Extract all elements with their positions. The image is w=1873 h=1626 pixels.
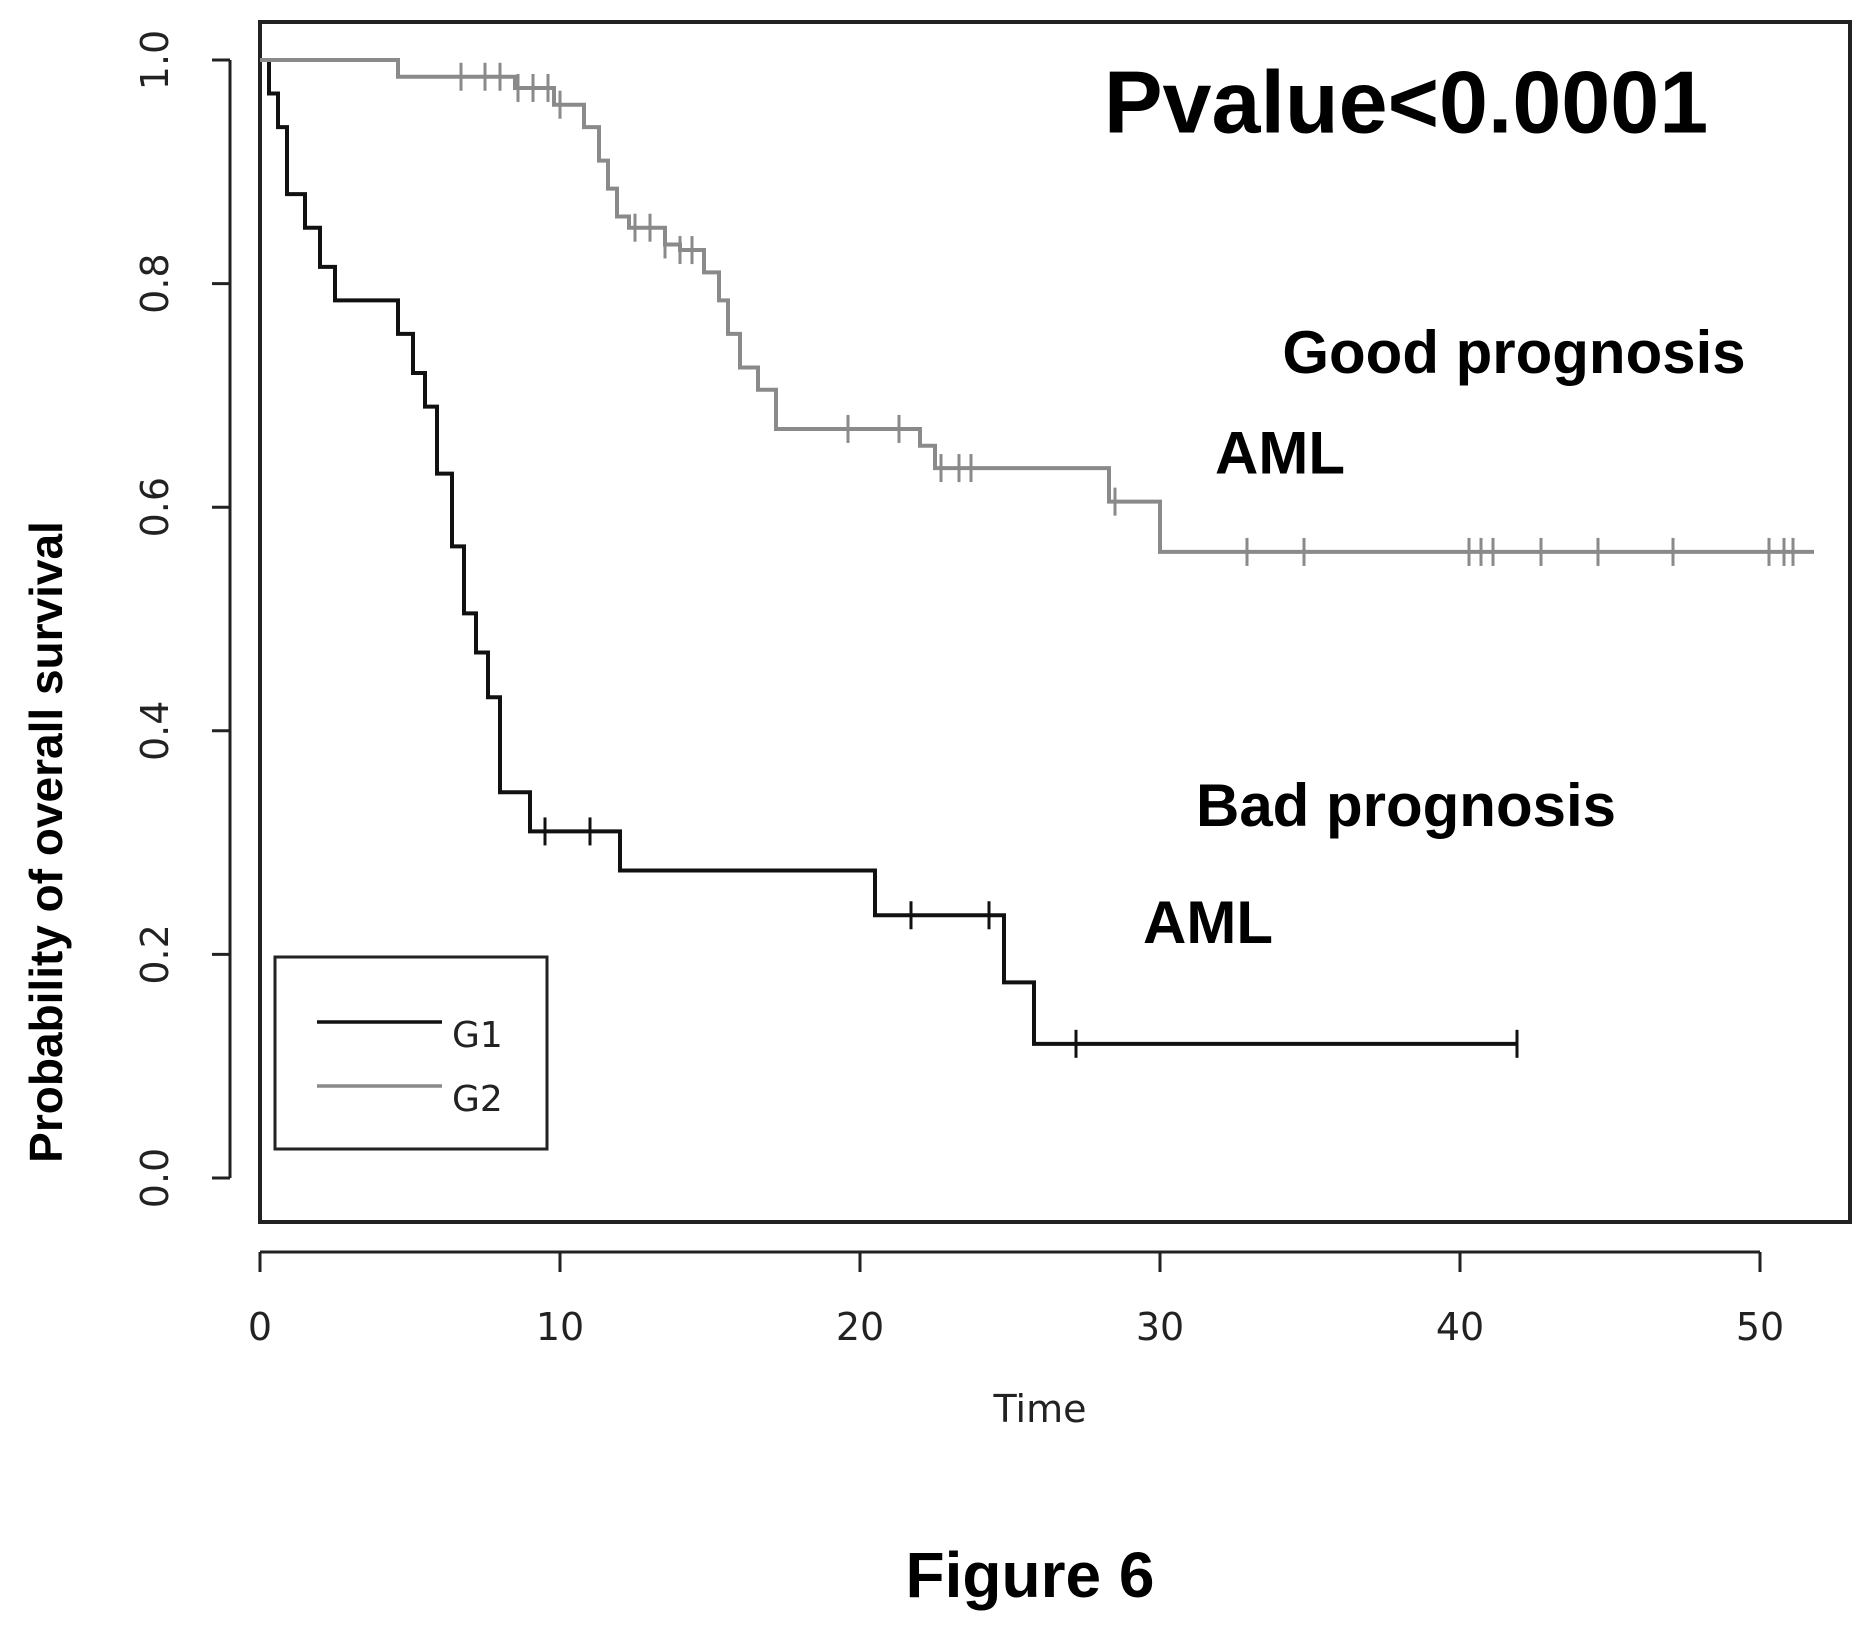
y-tick-label: 0.6 — [133, 477, 177, 537]
y-axis-title: Probability of overall survival — [20, 521, 72, 1163]
legend: G1 G2 — [273, 955, 549, 1151]
legend-label-g2: G2 — [452, 1079, 503, 1120]
annotation-text: Good prognosis — [1282, 319, 1745, 386]
annotation-text: AML — [1143, 889, 1273, 956]
x-tick-label: 20 — [836, 1305, 884, 1349]
legend-box — [273, 955, 549, 1151]
figure-caption: Figure 6 — [906, 1539, 1155, 1611]
annotation-text: Pvalue<0.0001 — [1104, 53, 1708, 152]
y-tick-label: 0.4 — [133, 701, 177, 761]
y-axis: 0.0 0.2 0.4 0.6 0.8 1.0 — [133, 30, 232, 1208]
annotation-layer: Pvalue<0.0001 Good prognosis AML Bad progno… — [1104, 53, 1746, 957]
annotation-text: AML — [1215, 420, 1345, 487]
x-tick-label: 0 — [248, 1305, 272, 1349]
x-tick-label: 10 — [536, 1305, 584, 1349]
x-tick-label: 50 — [1736, 1305, 1784, 1349]
x-tick-label: 30 — [1136, 1305, 1184, 1349]
y-tick-label: 1.0 — [133, 30, 177, 90]
annotation-text: Bad prognosis — [1196, 772, 1616, 839]
y-tick-label: 0.8 — [133, 253, 177, 313]
y-tick-label: 0.0 — [133, 1148, 177, 1208]
plot-frame — [258, 20, 1852, 1224]
series-g1-curve — [260, 58, 1517, 1046]
y-tick-label: 0.2 — [133, 924, 177, 984]
x-tick-label: 40 — [1436, 1305, 1484, 1349]
x-axis: 0 10 20 30 40 50 — [248, 1250, 1784, 1349]
series-layer — [260, 58, 1814, 1058]
legend-label-g1: G1 — [452, 1015, 503, 1056]
x-axis-title: Time — [993, 1387, 1087, 1431]
